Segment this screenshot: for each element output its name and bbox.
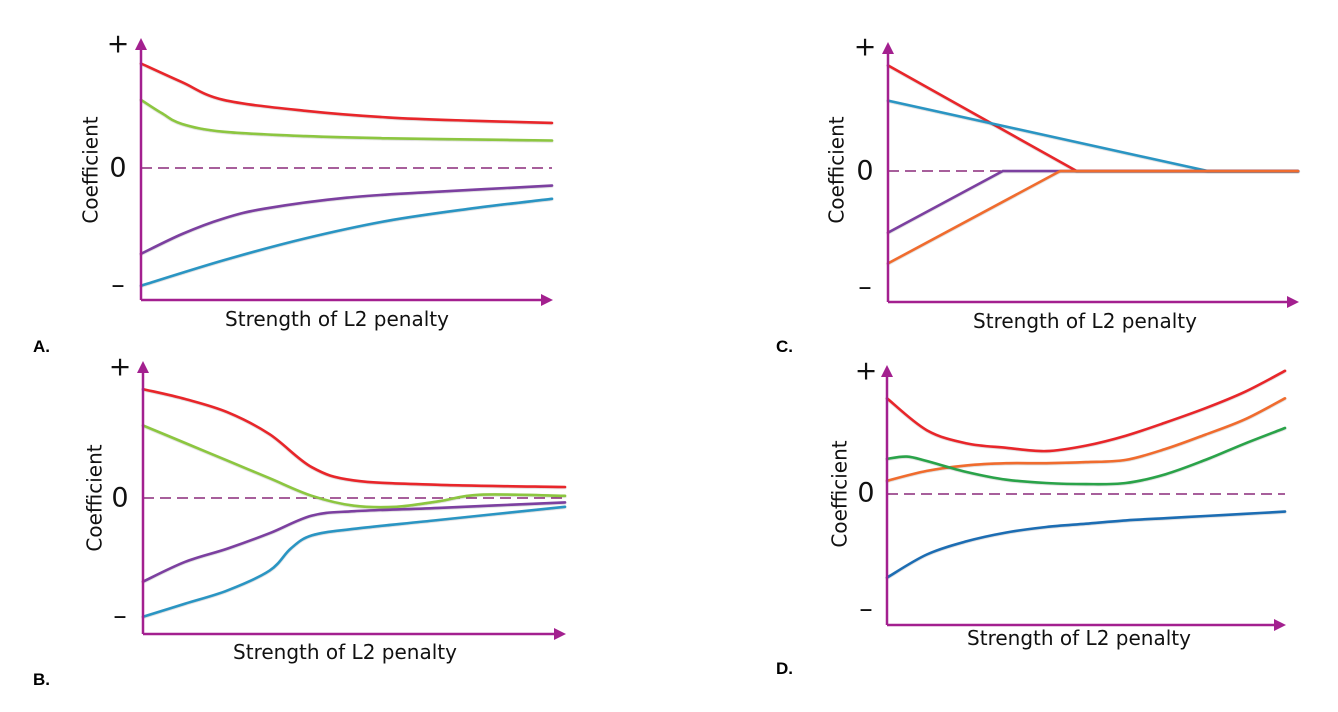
panel-label: A. — [33, 337, 50, 356]
x-axis-arrow-icon — [554, 628, 566, 640]
y-tick-plus: + — [107, 29, 130, 60]
y-tick-minus: – — [859, 594, 873, 625]
y-tick-plus: + — [109, 352, 132, 383]
series-line-1 — [885, 369, 1287, 453]
y-tick-minus: – — [113, 601, 127, 632]
series-line-2 — [885, 397, 1287, 483]
panel-label: C. — [776, 337, 793, 356]
series-line-3 — [886, 169, 1300, 234]
y-tick-minus: – — [111, 270, 125, 301]
series-line-4 — [141, 505, 567, 619]
chart-panel-c: +0 – Coefficient Strength of L2 penalty C. — [776, 32, 1300, 356]
series-line-1 — [139, 62, 554, 125]
series-line-3 — [885, 426, 1287, 486]
chart-panel-d: +0 – Coefficient Strength of L2 penalty D. — [776, 356, 1287, 678]
series-line-1 — [886, 64, 1300, 173]
series-line-3 — [141, 501, 567, 583]
y-axis-arrow-icon — [135, 38, 147, 50]
series-line-2 — [886, 99, 1300, 173]
y-axis-label: Coefficient — [79, 116, 103, 223]
series-line-2 — [139, 98, 554, 142]
chart-panel-b: +0 – Coefficient Strength of L2 penalty B. — [33, 352, 567, 689]
y-tick-zero: 0 — [111, 483, 128, 514]
series-line-1 — [141, 387, 567, 489]
y-axis-arrow-icon — [882, 42, 894, 54]
y-axis-label: Coefficient — [828, 440, 852, 547]
series-line-4 — [885, 510, 1287, 579]
y-tick-zero: 0 — [856, 156, 873, 187]
y-tick-plus: + — [855, 356, 878, 387]
y-tick-plus: + — [854, 32, 877, 63]
y-axis-label: Coefficient — [83, 444, 107, 551]
y-tick-zero: 0 — [109, 153, 126, 184]
y-tick-zero: 0 — [857, 478, 874, 509]
x-axis-arrow-icon — [1274, 619, 1286, 631]
x-axis-label: Strength of L2 penalty — [225, 307, 449, 331]
series-line-4 — [886, 169, 1300, 265]
x-axis-label: Strength of L2 penalty — [967, 626, 1191, 650]
x-axis-label: Strength of L2 penalty — [233, 640, 457, 664]
x-axis-arrow-icon — [541, 294, 553, 306]
x-axis-label: Strength of L2 penalty — [973, 309, 1197, 333]
y-axis-arrow-icon — [137, 361, 149, 373]
panel-label: B. — [33, 670, 50, 689]
y-axis-label: Coefficient — [825, 116, 849, 223]
y-axis-arrow-icon — [881, 365, 893, 377]
series-line-4 — [139, 197, 554, 287]
chart-panel-a: +0 – Coefficient Strength of L2 penalty A. — [33, 29, 554, 356]
series-line-2 — [141, 424, 567, 509]
panel-label: D. — [776, 659, 793, 678]
x-axis-arrow-icon — [1287, 296, 1299, 308]
series-line-3 — [139, 184, 554, 256]
y-tick-minus: – — [858, 272, 872, 303]
